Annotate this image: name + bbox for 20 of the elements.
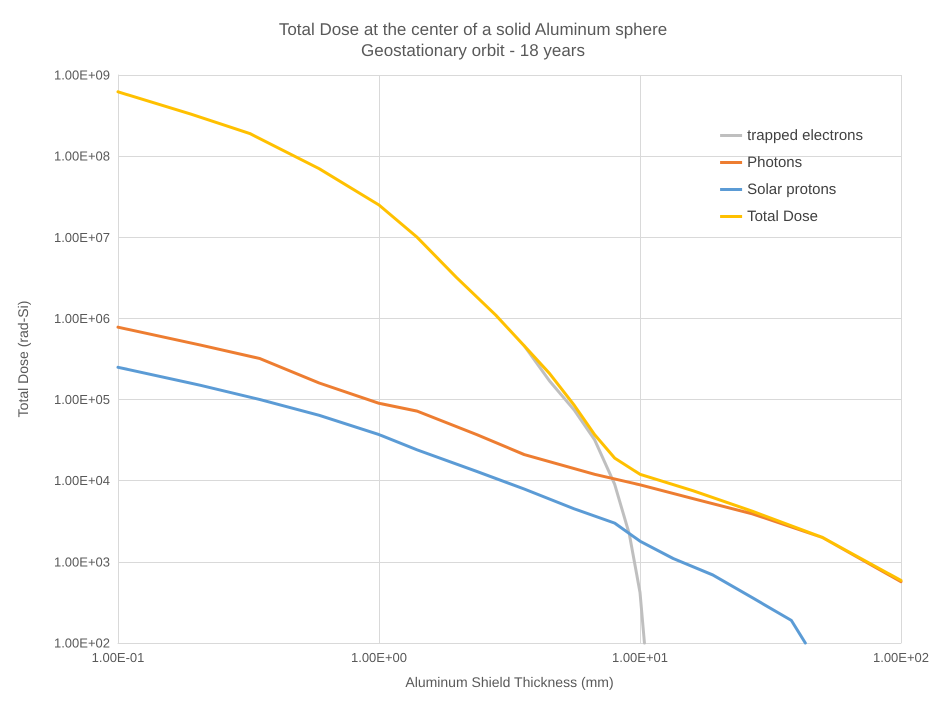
y-tick-label: 1.00E+04	[54, 473, 110, 488]
chart-subtitle: Geostationary orbit - 18 years	[361, 41, 585, 60]
legend-label: Photons	[747, 154, 802, 171]
x-tick-label: 1.00E+01	[612, 650, 668, 665]
y-tick-label: 1.00E+03	[54, 554, 110, 570]
legend-label: Solar protons	[747, 181, 836, 198]
y-tick-label: 1.00E+05	[54, 392, 110, 408]
chart-title: Total Dose at the center of a solid Aluminum sphere	[278, 20, 668, 39]
x-tick-label: 1.00E-01	[92, 650, 144, 665]
y-tick-label: 1.00E+08	[54, 148, 110, 164]
x-tick-label: 1.00E+00	[350, 650, 408, 665]
x-axis-title: Aluminum Shield Thickness (mm)	[405, 674, 614, 690]
y-tick-label: 1.00E+09	[54, 68, 110, 82]
y-tick-label: 1.00E+06	[54, 310, 110, 326]
legend-label: Total Dose	[747, 208, 818, 225]
y-tick-label: 1.00E+02	[54, 636, 110, 650]
legend-label: trapped electrons	[747, 127, 863, 144]
x-tick-label: 1.00E+02	[872, 650, 930, 665]
y-tick-label: 1.00E+07	[54, 230, 110, 245]
y-axis-title: Total Dose (rad-Si)	[15, 300, 31, 418]
